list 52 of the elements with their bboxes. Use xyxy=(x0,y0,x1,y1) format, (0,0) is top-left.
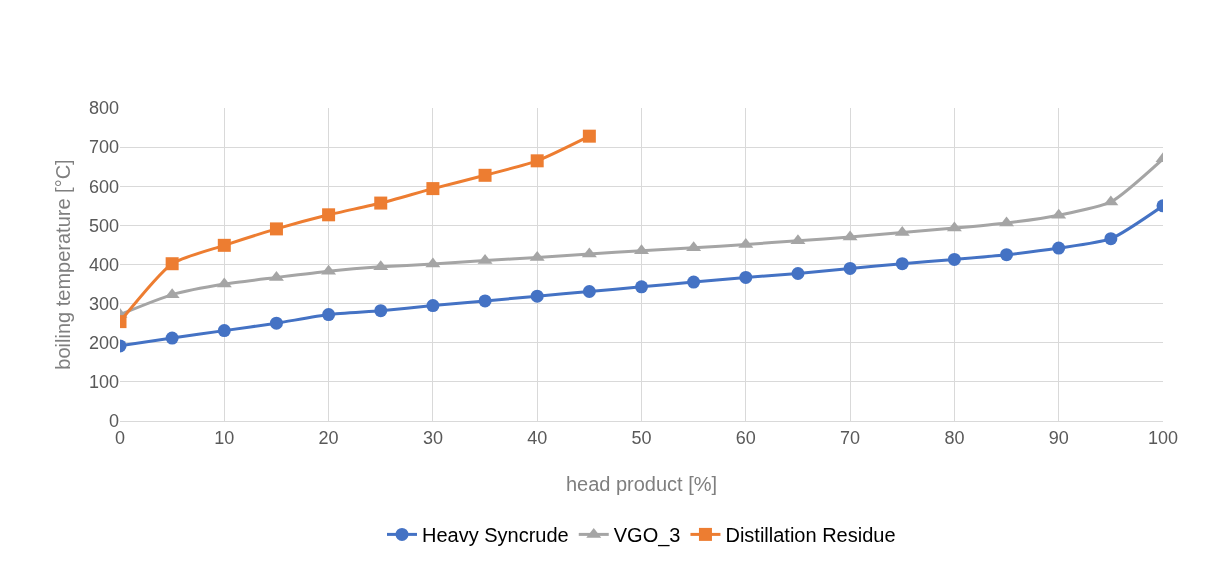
y-tick-label: 0 xyxy=(108,411,119,432)
point xyxy=(1052,241,1066,255)
point xyxy=(165,257,179,271)
x-tick-label: 30 xyxy=(422,427,443,448)
y-axis-title: boiling temperature [°C] xyxy=(52,159,74,370)
point xyxy=(687,275,701,289)
legend-label: VGO_3 xyxy=(613,524,681,548)
y-tick-label: 400 xyxy=(88,254,119,275)
point xyxy=(739,270,753,284)
point xyxy=(478,294,492,308)
x-tick-label: 50 xyxy=(631,427,652,448)
point xyxy=(635,280,648,294)
x-tick-label: 60 xyxy=(735,427,756,448)
point xyxy=(1104,232,1118,246)
point xyxy=(269,222,283,236)
y-tick-label: 100 xyxy=(88,372,119,393)
x-tick-label: 10 xyxy=(214,427,235,448)
point xyxy=(322,308,336,322)
point xyxy=(426,299,440,313)
point xyxy=(791,267,805,280)
point xyxy=(582,129,596,143)
legend-label: Distillation Residue xyxy=(725,524,896,547)
x-tick-label: 80 xyxy=(944,427,965,448)
point xyxy=(322,208,336,222)
point xyxy=(217,324,231,338)
point xyxy=(530,154,544,168)
y-tick-label: 200 xyxy=(88,333,119,354)
x-tick-label: 70 xyxy=(840,427,861,448)
point xyxy=(374,304,388,318)
x-tick-label: 90 xyxy=(1048,427,1069,448)
point xyxy=(530,289,544,303)
y-tick-label: 700 xyxy=(88,137,119,158)
point xyxy=(582,285,596,298)
point xyxy=(478,168,492,182)
y-tick-label: 800 xyxy=(88,98,119,119)
point xyxy=(269,316,283,330)
x-tick-label: 20 xyxy=(318,427,339,448)
point xyxy=(843,261,857,275)
y-tick-label: 600 xyxy=(88,176,119,197)
x-tick-label: 40 xyxy=(527,427,548,448)
point xyxy=(426,182,440,196)
point xyxy=(217,238,231,252)
point xyxy=(1000,248,1014,262)
point xyxy=(374,196,388,210)
point xyxy=(895,257,909,271)
point xyxy=(947,252,961,266)
point xyxy=(165,331,179,345)
y-tick-label: 300 xyxy=(88,293,119,314)
y-tick-label: 500 xyxy=(88,215,119,236)
x-axis-title: head product [%] xyxy=(565,473,718,495)
legend-label: Heavy Syncrude xyxy=(422,524,569,547)
x-tick-label: 100 xyxy=(1147,427,1179,448)
